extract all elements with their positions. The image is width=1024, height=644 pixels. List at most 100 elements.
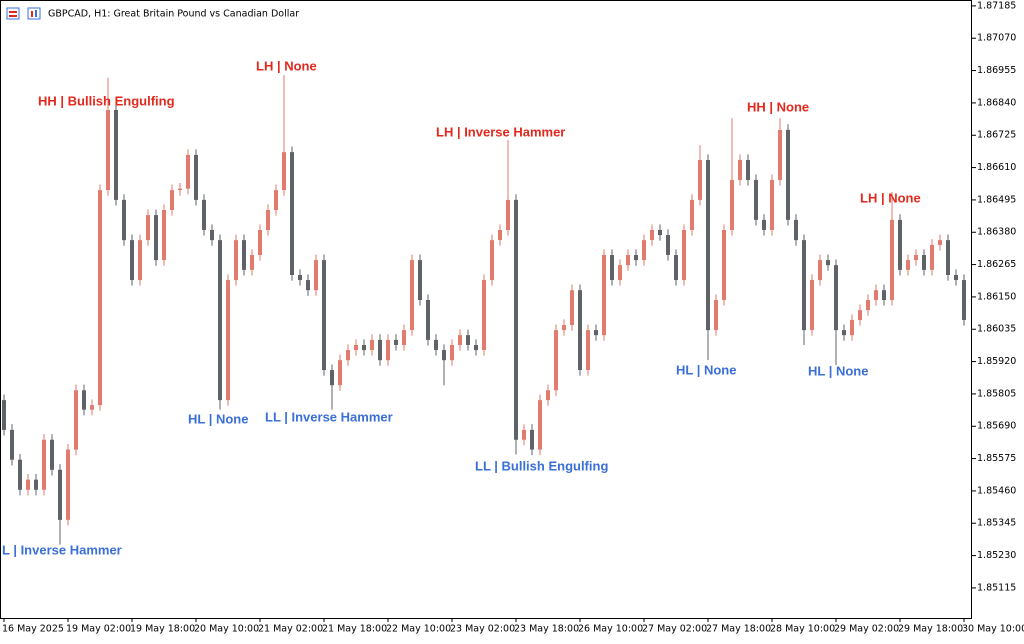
candle-body [346,350,350,361]
candle-body [682,229,686,281]
candle-body [818,260,822,281]
pattern-label: L | Inverse Hammer [2,542,122,557]
candle-body [402,330,406,345]
candle-body [218,240,222,401]
candle-body [634,255,638,261]
candle-body [834,265,838,331]
candle-body [498,229,502,241]
x-tick-label: 30 May 10:00 [962,624,1024,635]
candle-body [842,330,846,336]
candle-body [466,335,470,345]
candle-body [906,260,910,270]
candle-body [506,199,510,230]
pattern-label: HL | None [808,363,868,378]
candle-body [450,344,454,361]
candle-body [2,400,6,430]
x-tick-label: 19 May 18:00 [130,624,195,635]
candle-body [82,390,86,410]
y-tick-label: 1.85345 [977,518,1016,529]
candle-body [202,199,206,230]
x-tick-label: 23 May 18:00 [514,624,579,635]
x-tick-label: 28 May 10:00 [770,624,835,635]
candle-body [250,255,254,270]
candle-body [458,335,462,345]
candle-body [594,330,598,336]
chart-title: GBPCAD, H1: Great Britain Pound vs Canad… [48,9,299,20]
candle-body [394,339,398,345]
candle-body [602,255,606,336]
candle-body [546,390,550,401]
candle-body [914,255,918,261]
candle-body [882,290,886,301]
pattern-label: HH | Bullish Engulfing [38,93,175,108]
y-tick-label: 1.86035 [977,324,1016,335]
candle-body [954,274,958,281]
x-tick-label: 21 May 18:00 [322,624,387,635]
candle-body [322,260,326,371]
candle-body [162,210,166,261]
candle-body [530,429,534,450]
candle-body [266,210,270,230]
candle-body [618,265,622,281]
candle-body [178,188,182,191]
candle-body [554,330,558,391]
candle-body [122,199,126,241]
candle-body [666,235,670,256]
y-tick-label: 1.87185 [977,0,1016,11]
x-tick-label: 19 May 02:00 [66,624,131,635]
candle-body [746,159,750,180]
candle-body [386,339,390,361]
x-tick-label: 20 May 10:00 [194,624,259,635]
candle-body [626,255,630,266]
candle-body [258,229,262,256]
pattern-label: HH | None [747,99,809,114]
candle-body [802,240,806,331]
candle-body [778,129,782,180]
candle-body [514,199,518,440]
candle-body [234,240,238,281]
y-tick-label: 1.86840 [977,97,1016,108]
candle-body [946,240,950,275]
candle-body [922,255,926,270]
pattern-label: LH | None [860,190,921,205]
y-tick-label: 1.86725 [977,130,1016,141]
candle-body [770,179,774,230]
candle-body [642,240,646,261]
candle-body [154,215,158,261]
candle-body [898,219,902,270]
candle-body [570,290,574,326]
pattern-label: HL | None [676,362,736,377]
candle-body [330,370,334,386]
y-tick-label: 1.85575 [977,453,1016,464]
candle-body [74,390,78,450]
candle-body [482,280,486,351]
candle-body [706,159,710,331]
candle-body [362,344,366,351]
candle-body [658,229,662,236]
candle-body [10,429,14,460]
pattern-label: LH | None [256,58,317,73]
pattern-label: HL | None [188,411,248,426]
candle-body [786,129,790,220]
y-tick-label: 1.87070 [977,33,1016,44]
candle-body [42,439,46,490]
candle-body [690,199,694,230]
x-tick-label: 21 May 02:00 [258,624,323,635]
y-tick-label: 1.85230 [977,550,1016,561]
candle-body [938,240,942,245]
candle-body [858,310,862,320]
candle-body [426,300,430,340]
candle-body [930,244,934,270]
pattern-label: LL | Inverse Hammer [265,409,393,424]
candle-body [434,339,438,351]
x-tick-label: 22 May 10:00 [386,624,451,635]
candle-body [698,159,702,200]
candle-body [210,229,214,241]
title-icons [6,7,41,20]
y-tick-label: 1.85805 [977,388,1016,399]
candle-body [474,344,478,351]
candle-body [114,109,118,200]
candle-body [850,319,854,336]
candle-body [194,154,198,200]
